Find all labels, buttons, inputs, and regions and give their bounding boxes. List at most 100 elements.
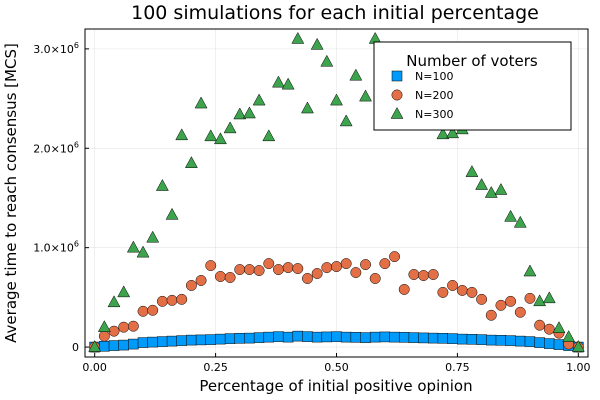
data-point-n200	[389, 251, 400, 263]
data-point-n200	[456, 284, 468, 296]
data-point-n200	[243, 264, 255, 275]
data-point-n100	[118, 339, 129, 351]
data-point-n200	[263, 258, 275, 270]
data-point-n200	[321, 262, 333, 273]
data-point-n200	[418, 270, 430, 281]
data-point-n100	[108, 340, 120, 351]
data-point-n300	[184, 156, 198, 168]
y-tick-label: 3.0×106	[33, 41, 79, 56]
x-tick-label: 0.00	[82, 361, 107, 374]
data-point-n300	[243, 106, 256, 119]
data-point-n200	[398, 283, 410, 295]
x-axis: 0.00 0.25 0.50 0.75 1.00	[82, 353, 591, 374]
data-point-n300	[88, 340, 102, 352]
data-point-n200	[447, 279, 459, 291]
data-point-n100	[360, 332, 371, 343]
legend-marker-n200	[391, 89, 403, 101]
data-point-n200	[379, 258, 391, 270]
data-point-n300	[533, 294, 547, 307]
data-point-n200	[147, 304, 159, 316]
data-point-n100	[486, 334, 497, 346]
data-point-n300	[504, 209, 518, 222]
data-point-n300	[175, 128, 189, 141]
data-point-n100	[234, 333, 246, 344]
data-point-n300	[136, 245, 150, 258]
data-point-n300	[552, 321, 566, 333]
data-point-n300	[465, 165, 479, 177]
data-point-n100	[476, 334, 487, 345]
data-point-n200	[505, 295, 517, 307]
data-point-n100	[505, 335, 516, 346]
data-point-n200	[543, 323, 555, 335]
data-point-n200	[253, 265, 265, 276]
data-point-n100	[166, 335, 178, 347]
data-point-n100	[157, 336, 168, 347]
data-point-n100	[176, 335, 187, 346]
data-point-n200	[311, 268, 323, 279]
legend-label: N=200	[415, 89, 453, 102]
data-point-n300	[262, 129, 276, 142]
data-point-n200	[476, 293, 488, 305]
data-point-n300	[446, 126, 459, 139]
data-point-n100	[205, 334, 216, 345]
data-point-n200	[176, 293, 188, 305]
data-point-n200	[331, 261, 342, 273]
data-point-n300	[233, 107, 247, 120]
data-point-n300	[571, 340, 585, 352]
data-point-n100	[350, 332, 362, 343]
data-point-n300	[301, 101, 314, 114]
data-point-n300	[339, 114, 353, 127]
data-point-n200	[118, 321, 130, 333]
data-point-n100	[515, 335, 526, 347]
data-point-n100	[224, 333, 236, 344]
data-point-n200	[437, 286, 449, 298]
data-point-n200	[98, 330, 110, 342]
data-point-n200	[282, 262, 294, 273]
data-point-n200	[302, 273, 313, 284]
data-point-n300	[223, 121, 237, 134]
y-tick-mantissa: 3.0×10	[33, 43, 74, 56]
data-point-n300	[494, 182, 508, 195]
data-point-n100	[389, 331, 400, 343]
legend-marker-n300	[390, 106, 404, 119]
data-point-n300	[291, 31, 305, 44]
data-point-n300	[126, 240, 140, 253]
data-point-n200	[534, 319, 546, 331]
data-point-n200	[466, 286, 478, 298]
data-point-n200	[224, 272, 236, 283]
data-point-n300	[523, 264, 537, 277]
data-point-n100	[253, 332, 265, 343]
data-point-n300	[281, 77, 295, 90]
data-point-n200	[195, 275, 207, 286]
x-tick-label: 0.50	[324, 361, 349, 374]
data-point-n200	[340, 258, 352, 270]
data-point-n200	[514, 306, 526, 318]
x-tick-label: 0.75	[445, 361, 470, 374]
data-point-n300	[542, 291, 556, 304]
data-points	[88, 31, 585, 353]
legend-label: N=300	[415, 108, 453, 121]
data-point-n300	[484, 185, 498, 198]
legend: Number of voters N=100 N=200 N=300	[373, 41, 572, 131]
data-point-n100	[408, 332, 420, 343]
legend-marker-n100	[391, 70, 403, 82]
data-point-n200	[350, 267, 362, 278]
data-point-n100	[340, 331, 352, 343]
data-point-n100	[282, 331, 294, 343]
data-point-n300	[107, 295, 121, 308]
data-point-n200	[369, 273, 381, 284]
data-point-n100	[186, 334, 197, 346]
data-point-n300	[562, 330, 576, 342]
data-point-n200	[108, 325, 120, 337]
data-point-n300	[349, 68, 363, 81]
data-point-n100	[263, 331, 275, 343]
data-point-n100	[311, 331, 323, 343]
data-point-n200	[408, 269, 420, 280]
y-tick-exponent: 6	[74, 41, 79, 50]
y-tick-label: 2.0×106	[33, 140, 79, 155]
data-point-n300	[117, 285, 131, 298]
data-point-n100	[418, 332, 429, 344]
y-tick-exponent: 6	[74, 240, 79, 249]
